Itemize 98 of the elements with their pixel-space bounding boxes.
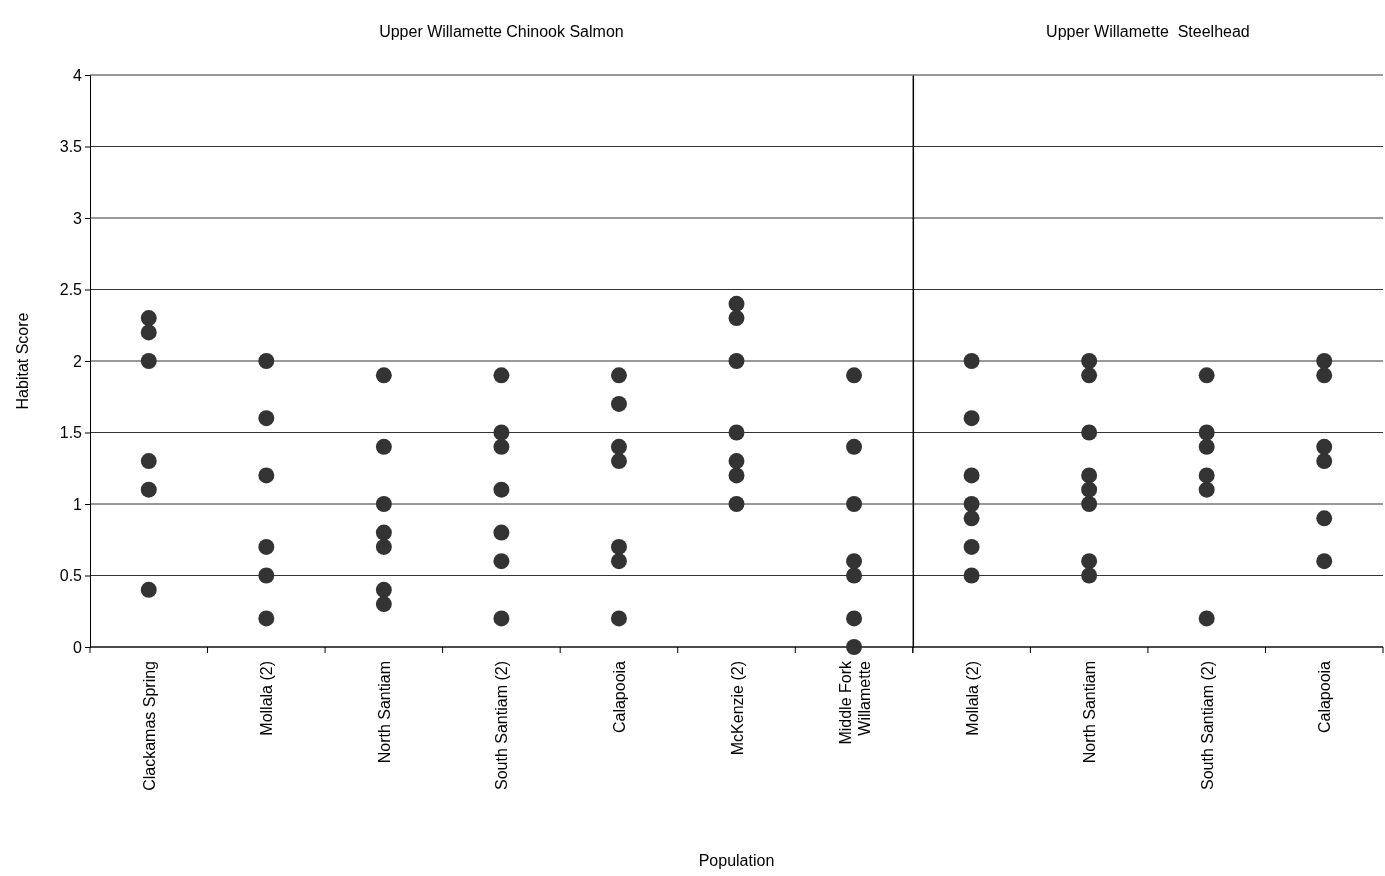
point xyxy=(493,524,510,541)
point xyxy=(846,438,863,455)
point xyxy=(846,639,863,655)
point xyxy=(963,410,980,427)
point xyxy=(1198,424,1215,441)
y-tick-label: 3 xyxy=(73,209,83,227)
point xyxy=(493,367,510,384)
y-tick-label: 4 xyxy=(73,66,83,84)
x-tick-label: Mollala (2) xyxy=(963,661,981,736)
point xyxy=(1081,424,1098,441)
y-tick-label: 2 xyxy=(73,352,83,370)
point xyxy=(1198,481,1215,498)
point xyxy=(258,467,275,484)
x-tick-label: Calapooia xyxy=(1316,660,1334,734)
x-axis-title: Population xyxy=(698,852,775,869)
point xyxy=(728,467,745,484)
point xyxy=(963,538,980,555)
point xyxy=(1081,481,1098,498)
point xyxy=(493,610,510,627)
point xyxy=(963,353,980,369)
point xyxy=(375,581,392,598)
point xyxy=(375,367,392,384)
point xyxy=(1081,496,1098,512)
y-tick-label: 0.5 xyxy=(59,567,83,585)
point xyxy=(1081,567,1098,584)
point xyxy=(1316,553,1333,570)
point xyxy=(963,496,980,512)
point xyxy=(493,553,510,570)
y-axis-title: Habitat Score xyxy=(14,312,31,410)
point xyxy=(1316,367,1333,384)
x-tick-label: Calapooia xyxy=(610,660,628,734)
point xyxy=(728,353,745,369)
point xyxy=(493,438,510,455)
point xyxy=(728,310,745,327)
point xyxy=(846,496,863,512)
y-tick-label: 2.5 xyxy=(59,281,83,299)
point xyxy=(728,295,745,312)
point xyxy=(610,367,627,384)
point xyxy=(493,424,510,441)
chart-title: Upper Willamette Chinook Salmon xyxy=(379,23,624,40)
point xyxy=(140,581,157,598)
x-tick-label: South Santiam (2) xyxy=(493,661,511,790)
point xyxy=(610,395,627,412)
point xyxy=(1316,510,1333,527)
y-tick-label: 1.5 xyxy=(59,424,83,442)
point xyxy=(610,538,627,555)
y-tick-label: 1 xyxy=(73,495,83,513)
x-tick-label: North Santiam xyxy=(375,661,393,764)
point xyxy=(375,538,392,555)
point xyxy=(1316,453,1333,470)
x-tick-label: North Santiam xyxy=(1081,661,1099,764)
point xyxy=(375,438,392,455)
x-tick-label: Middle Fork Willamette xyxy=(836,660,873,745)
point xyxy=(1198,610,1215,627)
point xyxy=(375,596,392,613)
point xyxy=(610,553,627,570)
point xyxy=(258,353,275,369)
x-tick-label: McKenzie (2) xyxy=(728,661,746,756)
point xyxy=(493,481,510,498)
point xyxy=(610,610,627,627)
point xyxy=(258,538,275,555)
point xyxy=(1198,438,1215,455)
y-tick-label: 0 xyxy=(73,638,83,656)
point xyxy=(728,424,745,441)
point xyxy=(846,567,863,584)
point xyxy=(610,438,627,455)
point xyxy=(846,610,863,627)
point xyxy=(375,524,392,541)
point xyxy=(963,567,980,584)
point xyxy=(846,553,863,570)
point xyxy=(140,353,157,369)
point xyxy=(258,567,275,584)
point xyxy=(140,324,157,341)
x-tick-label: Mollala (2) xyxy=(258,661,276,736)
point xyxy=(1081,467,1098,484)
point xyxy=(1198,467,1215,484)
chart-title: Upper Willamette Steelhead xyxy=(1046,23,1250,40)
point xyxy=(728,496,745,512)
point xyxy=(610,453,627,470)
point xyxy=(963,467,980,484)
point xyxy=(140,481,157,498)
point xyxy=(1316,353,1333,369)
point xyxy=(140,310,157,327)
point xyxy=(846,367,863,384)
point xyxy=(1081,553,1098,570)
y-tick-label: 3.5 xyxy=(59,138,83,156)
point xyxy=(963,510,980,527)
point xyxy=(258,610,275,627)
point xyxy=(728,453,745,470)
point xyxy=(258,410,275,427)
point xyxy=(1198,367,1215,384)
point xyxy=(375,496,392,512)
x-tick-label: Clackamas Spring xyxy=(140,661,158,791)
point xyxy=(140,453,157,470)
x-tick-label: South Santiam (2) xyxy=(1198,661,1216,790)
point xyxy=(1081,367,1098,384)
point xyxy=(1081,353,1098,369)
point xyxy=(1316,438,1333,455)
